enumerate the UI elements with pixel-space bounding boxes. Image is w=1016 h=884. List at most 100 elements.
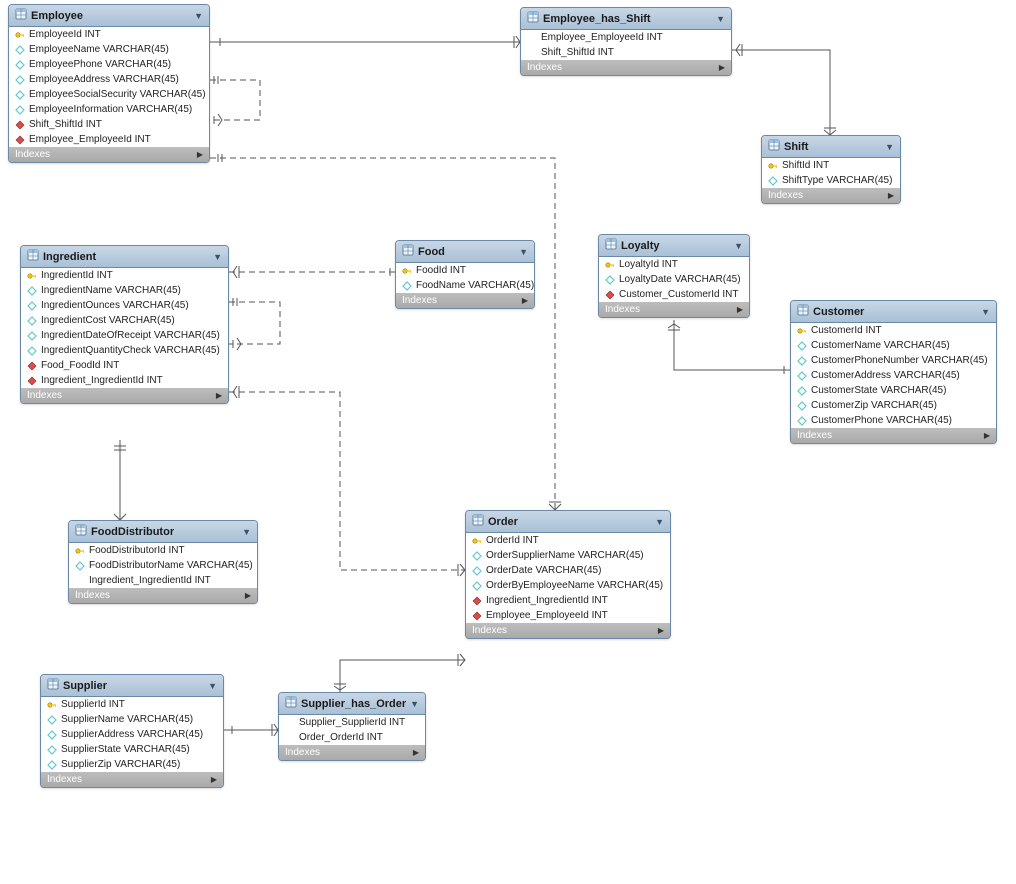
column-row: EmployeeName VARCHAR(45) (9, 42, 209, 57)
indexes-footer[interactable]: Indexes▶ (41, 772, 223, 787)
table-shift[interactable]: Shift▼ShiftId INTShiftType VARCHAR(45)In… (761, 135, 901, 204)
table-body: OrderId INTOrderSupplierName VARCHAR(45)… (466, 533, 670, 623)
table-body: EmployeeId INT EmployeeName VARCHAR(45) Em… (9, 27, 209, 147)
collapse-icon[interactable]: ▼ (242, 527, 251, 537)
indexes-footer[interactable]: Indexes▶ (466, 623, 670, 638)
column-text: FoodName VARCHAR(45) (416, 280, 534, 291)
table-supplier_has_order[interactable]: Supplier_has_Order▼Supplier_SupplierId I… (278, 692, 426, 761)
expand-icon[interactable]: ▶ (522, 296, 528, 305)
column-row: FoodId INT (396, 263, 534, 278)
column-text: Employee_EmployeeId INT (29, 134, 151, 145)
collapse-icon[interactable]: ▼ (981, 307, 990, 317)
column-row: CustomerId INT (791, 323, 996, 338)
expand-icon[interactable]: ▶ (413, 748, 419, 757)
column-row: LoyaltyDate VARCHAR(45) (599, 272, 749, 287)
indexes-footer[interactable]: Indexes▶ (9, 147, 209, 162)
column-text: EmployeeId INT (29, 29, 101, 40)
column-row: EmployeeInformation VARCHAR(45) (9, 102, 209, 117)
column-row: Order_OrderId INT (279, 730, 425, 745)
collapse-icon[interactable]: ▼ (655, 517, 664, 527)
table-header[interactable]: Food▼ (396, 241, 534, 263)
collapse-icon[interactable]: ▼ (885, 142, 894, 152)
indexes-footer[interactable]: Indexes▶ (599, 302, 749, 317)
table-header[interactable]: Supplier_has_Order▼ (279, 693, 425, 715)
expand-icon[interactable]: ▶ (216, 391, 222, 400)
expand-icon[interactable]: ▶ (245, 591, 251, 600)
collapse-icon[interactable]: ▼ (716, 14, 725, 24)
table-title: Loyalty (621, 240, 734, 252)
column-row: FoodName VARCHAR(45) (396, 278, 534, 293)
expand-icon[interactable]: ▶ (984, 431, 990, 440)
column-row: Food_FoodId INT (21, 358, 228, 373)
column-row: Ingredient_IngredientId INT (69, 573, 257, 588)
table-header[interactable]: Loyalty▼ (599, 235, 749, 257)
indexes-footer[interactable]: Indexes ▶ (279, 745, 425, 760)
column-text: Employee_EmployeeId INT (541, 32, 663, 43)
table-title: Customer (813, 306, 981, 318)
indexes-footer[interactable]: Indexes▶ (521, 60, 731, 75)
column-text: SupplierAddress VARCHAR(45) (61, 729, 203, 740)
indexes-footer[interactable]: Indexes▶ (762, 188, 900, 203)
table-header[interactable]: FoodDistributor▼ (69, 521, 257, 543)
table-loyalty[interactable]: Loyalty▼LoyaltyId INTLoyaltyDate VARCHAR… (598, 234, 750, 318)
column-row: EmployeeSocialSecurity VARCHAR(45) (9, 87, 209, 102)
expand-icon[interactable]: ▶ (888, 191, 894, 200)
table-icon (605, 238, 621, 253)
column-row: Ingredient_IngredientId INT (466, 593, 670, 608)
column-row: ShiftType VARCHAR(45) (762, 173, 900, 188)
column-row: SupplierId INT (41, 697, 223, 712)
table-header[interactable]: Order▼ (466, 511, 670, 533)
table-supplier[interactable]: Supplier▼SupplierId INTSupplierName VARC… (40, 674, 224, 788)
table-icon (472, 514, 488, 529)
table-food[interactable]: Food▼ FoodId INT FoodName VARCHAR(45) Index… (395, 240, 535, 309)
table-header[interactable]: Employee_has_Shift▼ (521, 8, 731, 30)
collapse-icon[interactable]: ▼ (519, 247, 528, 257)
table-body: IngredientId INTIngredientName VARCHAR(4… (21, 268, 228, 388)
column-text: CustomerId INT (811, 325, 882, 336)
column-text: EmployeeAddress VARCHAR(45) (29, 74, 179, 85)
column-text: LoyaltyDate VARCHAR(45) (619, 274, 741, 285)
table-employee[interactable]: Employee▼ EmployeeId INT EmployeeName VARC… (8, 4, 210, 163)
column-row: Employee_EmployeeId INT (521, 30, 731, 45)
expand-icon[interactable]: ▶ (737, 305, 743, 314)
table-body: CustomerId INTCustomerName VARCHAR(45)Cu… (791, 323, 996, 428)
column-text: FoodId INT (416, 265, 466, 276)
column-row: Shift_ShiftId INT (9, 117, 209, 132)
table-customer[interactable]: Customer▼CustomerId INTCustomerName VARC… (790, 300, 997, 444)
column-text: Ingredient_IngredientId INT (486, 595, 608, 606)
table-icon (797, 304, 813, 319)
collapse-icon[interactable]: ▼ (410, 699, 419, 709)
table-header[interactable]: Shift▼ (762, 136, 900, 158)
collapse-icon[interactable]: ▼ (208, 681, 217, 691)
indexes-label: Indexes (285, 747, 320, 758)
table-header[interactable]: Employee▼ (9, 5, 209, 27)
column-row: IngredientDateOfReceipt VARCHAR(45) (21, 328, 228, 343)
table-header[interactable]: Ingredient▼ (21, 246, 228, 268)
expand-icon[interactable]: ▶ (658, 626, 664, 635)
collapse-icon[interactable]: ▼ (213, 252, 222, 262)
table-employee_has_shift[interactable]: Employee_has_Shift▼ Employee_EmployeeId I… (520, 7, 732, 76)
table-fooddistributor[interactable]: FoodDistributor▼FoodDistributorId INTFoo… (68, 520, 258, 604)
column-row: IngredientCost VARCHAR(45) (21, 313, 228, 328)
column-text: IngredientQuantityCheck VARCHAR(45) (41, 345, 220, 356)
expand-icon[interactable]: ▶ (211, 775, 217, 784)
expand-icon[interactable]: ▶ (197, 150, 203, 159)
table-order[interactable]: Order▼OrderId INTOrderSupplierName VARCH… (465, 510, 671, 639)
table-header[interactable]: Supplier▼ (41, 675, 223, 697)
indexes-footer[interactable]: Indexes▶ (791, 428, 996, 443)
indexes-footer[interactable]: Indexes▶ (396, 293, 534, 308)
column-row: CustomerZip VARCHAR(45) (791, 398, 996, 413)
expand-icon[interactable]: ▶ (719, 63, 725, 72)
column-text: CustomerAddress VARCHAR(45) (811, 370, 960, 381)
collapse-icon[interactable]: ▼ (734, 241, 743, 251)
collapse-icon[interactable]: ▼ (194, 11, 203, 21)
table-ingredient[interactable]: Ingredient▼IngredientId INTIngredientNam… (20, 245, 229, 404)
column-text: OrderSupplierName VARCHAR(45) (486, 550, 644, 561)
indexes-footer[interactable]: Indexes▶ (69, 588, 257, 603)
column-text: Employee_EmployeeId INT (486, 610, 608, 621)
table-header[interactable]: Customer▼ (791, 301, 996, 323)
column-row: IngredientOunces VARCHAR(45) (21, 298, 228, 313)
indexes-footer[interactable]: Indexes▶ (21, 388, 228, 403)
column-text: Ingredient_IngredientId INT (89, 575, 211, 586)
column-row: Employee_EmployeeId INT (466, 608, 670, 623)
